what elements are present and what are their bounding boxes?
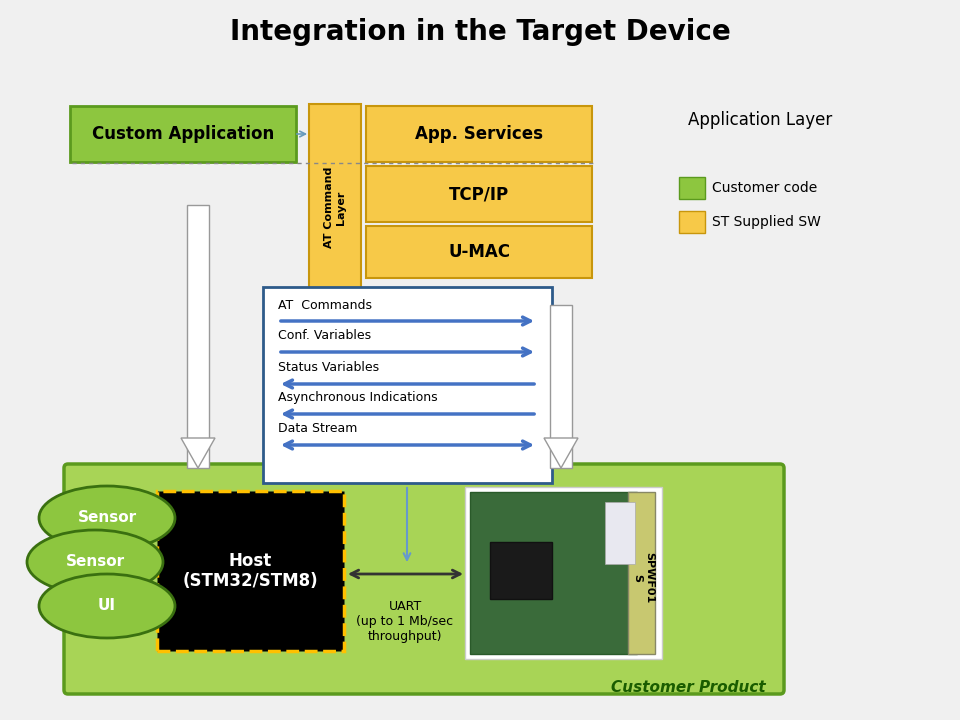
Text: AT  Commands: AT Commands	[278, 299, 372, 312]
FancyBboxPatch shape	[470, 492, 637, 654]
Text: Customer Product: Customer Product	[612, 680, 766, 695]
Text: TCP/IP: TCP/IP	[449, 185, 509, 203]
Polygon shape	[544, 438, 578, 468]
FancyBboxPatch shape	[465, 487, 662, 659]
Bar	[550, 305, 572, 468]
Text: Customer code: Customer code	[712, 181, 817, 195]
Text: UI: UI	[98, 598, 116, 613]
FancyBboxPatch shape	[309, 104, 361, 301]
Text: SPWF01
S: SPWF01 S	[633, 552, 654, 603]
FancyBboxPatch shape	[628, 492, 655, 654]
Text: Sensor: Sensor	[65, 554, 125, 570]
Text: Application Layer: Application Layer	[688, 111, 832, 129]
Ellipse shape	[27, 530, 163, 594]
Polygon shape	[181, 438, 215, 468]
Text: Custom Application: Custom Application	[92, 125, 275, 143]
Text: U-MAC: U-MAC	[448, 243, 510, 261]
FancyBboxPatch shape	[366, 106, 592, 162]
Text: Sensor: Sensor	[78, 510, 136, 526]
Text: Host
(STM32/STM8): Host (STM32/STM8)	[182, 552, 319, 590]
Ellipse shape	[39, 486, 175, 550]
Text: Status Variables: Status Variables	[278, 361, 379, 374]
Text: AT Command
Layer: AT Command Layer	[324, 167, 346, 248]
FancyBboxPatch shape	[70, 106, 296, 162]
Text: Integration in the Target Device: Integration in the Target Device	[229, 18, 731, 46]
Text: Conf. Variables: Conf. Variables	[278, 328, 372, 341]
FancyBboxPatch shape	[157, 491, 344, 651]
Text: Data Stream: Data Stream	[278, 421, 357, 434]
Text: UART
(up to 1 Mb/sec
throughput): UART (up to 1 Mb/sec throughput)	[356, 600, 453, 643]
FancyBboxPatch shape	[366, 166, 592, 222]
Bar	[187, 205, 209, 468]
FancyBboxPatch shape	[679, 177, 705, 199]
FancyBboxPatch shape	[605, 502, 635, 564]
Text: ST Supplied SW: ST Supplied SW	[712, 215, 821, 229]
FancyBboxPatch shape	[64, 464, 784, 694]
FancyBboxPatch shape	[366, 226, 592, 278]
FancyBboxPatch shape	[679, 211, 705, 233]
Text: App. Services: App. Services	[415, 125, 543, 143]
FancyBboxPatch shape	[263, 287, 552, 483]
Ellipse shape	[39, 574, 175, 638]
FancyBboxPatch shape	[490, 542, 552, 599]
Text: Asynchronous Indications: Asynchronous Indications	[278, 390, 438, 403]
